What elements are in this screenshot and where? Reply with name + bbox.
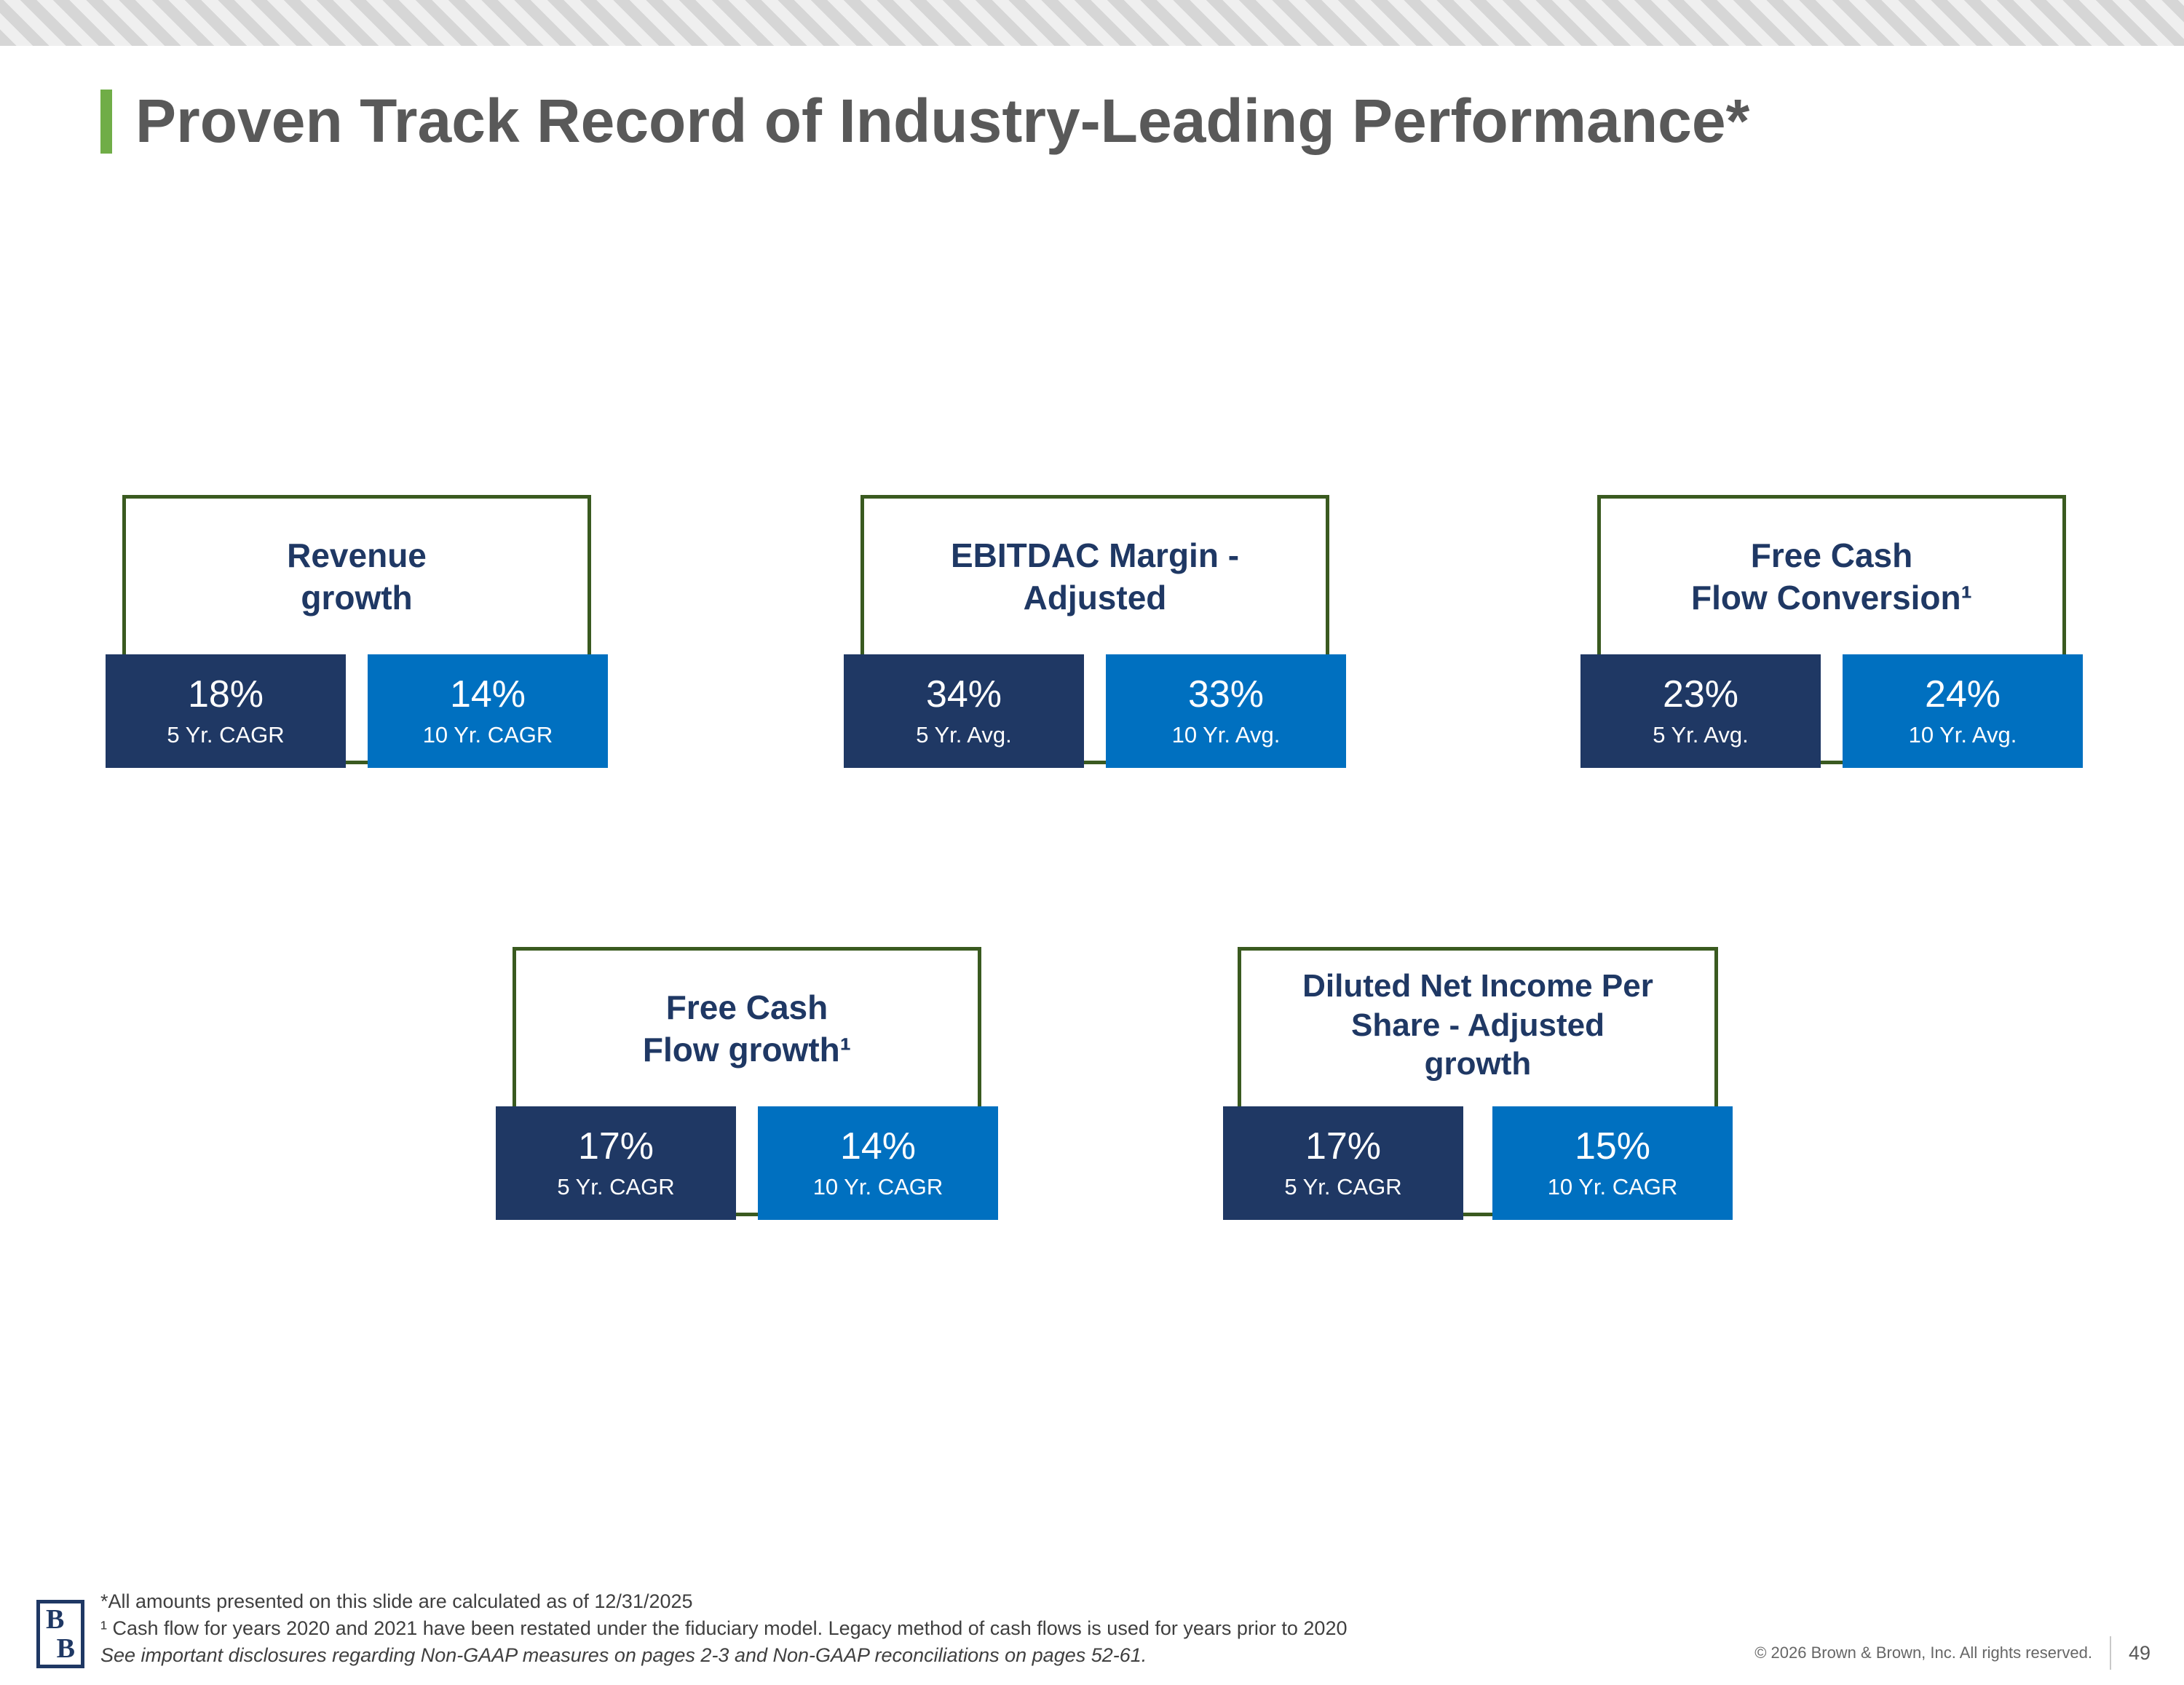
copyright-text: © 2026 Brown & Brown, Inc. All rights re… [1754, 1644, 2092, 1662]
striped-banner [0, 0, 2184, 46]
metric-value: 24% [1924, 673, 2001, 716]
metric-right-box: 14% 10 Yr. CAGR [758, 1106, 998, 1220]
card-title-line: Free Cash [1750, 536, 1913, 574]
card-title: Diluted Net Income Per Share - Adjusted … [1302, 967, 1653, 1084]
card-title-line: Flow growth¹ [642, 1030, 852, 1069]
metric-value: 17% [1305, 1125, 1382, 1168]
footnote-non-gaap-disclosure: See important disclosures regarding Non-… [100, 1644, 1147, 1666]
metric-left-box: 34% 5 Yr. Avg. [844, 654, 1084, 768]
card-title-box: Free Cash Flow growth¹ [513, 947, 981, 1216]
card-title-line: Diluted Net Income Per [1302, 968, 1653, 1004]
metric-label: 5 Yr. CAGR [1284, 1173, 1402, 1200]
footnotes: *All amounts presented on this slide are… [100, 1588, 1347, 1669]
footnote-calculated-as-of: *All amounts presented on this slide are… [100, 1590, 693, 1612]
card-title: Free Cash Flow Conversion¹ [1691, 535, 1972, 619]
metric-left-box: 17% 5 Yr. CAGR [496, 1106, 736, 1220]
logo-letter: B [56, 1633, 75, 1664]
title-accent-bar [100, 89, 112, 154]
metric-value: 14% [449, 673, 526, 716]
metric-right-box: 24% 10 Yr. Avg. [1843, 654, 2083, 768]
footer-right: © 2026 Brown & Brown, Inc. All rights re… [1754, 1636, 2151, 1670]
metric-label: 10 Yr. Avg. [1908, 721, 2017, 748]
card-title-line: growth [1424, 1046, 1532, 1082]
metric-label: 5 Yr. Avg. [1653, 721, 1749, 748]
card-title: Free Cash Flow growth¹ [643, 987, 851, 1071]
card-title-line: Share - Adjusted [1351, 1007, 1605, 1043]
metric-card-revenue-growth: Revenue growth 18% 5 Yr. CAGR 14% 10 Yr.… [106, 495, 608, 770]
page-title: Proven Track Record of Industry-Leading … [135, 87, 1750, 155]
metric-label: 5 Yr. CAGR [557, 1173, 675, 1200]
footer-divider [2109, 1636, 2111, 1670]
metric-label: 10 Yr. CAGR [422, 721, 553, 748]
card-title-line: EBITDAC Margin - [950, 536, 1240, 574]
metric-card-diluted-eps-growth: Diluted Net Income Per Share - Adjusted … [1223, 947, 1733, 1222]
metric-card-free-cash-flow-conversion: Free Cash Flow Conversion¹ 23% 5 Yr. Avg… [1580, 495, 2083, 770]
card-title-line: growth [301, 578, 413, 616]
brown-and-brown-logo: B B [36, 1600, 84, 1668]
card-title-line: Adjusted [1023, 578, 1167, 616]
metric-label: 5 Yr. CAGR [167, 721, 285, 748]
slide-header: Proven Track Record of Industry-Leading … [100, 86, 1749, 156]
metric-label: 10 Yr. CAGR [812, 1173, 943, 1200]
page-number: 49 [2128, 1641, 2151, 1664]
metric-left-box: 23% 5 Yr. Avg. [1580, 654, 1821, 768]
metric-card-ebitdac-margin: EBITDAC Margin - Adjusted 34% 5 Yr. Avg.… [844, 495, 1346, 770]
metric-label: 10 Yr. CAGR [1547, 1173, 1678, 1200]
metric-right-box: 14% 10 Yr. CAGR [368, 654, 608, 768]
logo-letter: B [46, 1604, 65, 1635]
metric-left-box: 18% 5 Yr. CAGR [106, 654, 346, 768]
metric-value: 15% [1574, 1125, 1651, 1168]
footnote-cash-flow-restated: ¹ Cash flow for years 2020 and 2021 have… [100, 1617, 1348, 1639]
card-title-line: Flow Conversion¹ [1691, 578, 1972, 616]
card-title-line: Revenue [287, 536, 427, 574]
metric-card-free-cash-flow-growth: Free Cash Flow growth¹ 17% 5 Yr. CAGR 14… [496, 947, 998, 1222]
card-title: EBITDAC Margin - Adjusted [951, 535, 1239, 619]
card-title-line: Free Cash [665, 988, 828, 1026]
metric-value: 33% [1187, 673, 1265, 716]
metric-left-box: 17% 5 Yr. CAGR [1223, 1106, 1463, 1220]
metric-right-box: 33% 10 Yr. Avg. [1106, 654, 1346, 768]
metric-right-box: 15% 10 Yr. CAGR [1492, 1106, 1733, 1220]
metric-label: 5 Yr. Avg. [916, 721, 1012, 748]
metric-value: 23% [1662, 673, 1739, 716]
card-title: Revenue growth [287, 535, 427, 619]
metric-label: 10 Yr. Avg. [1171, 721, 1281, 748]
metric-value: 34% [925, 673, 1002, 716]
metric-value: 18% [187, 673, 264, 716]
metric-value: 14% [839, 1125, 917, 1168]
metric-value: 17% [577, 1125, 654, 1168]
